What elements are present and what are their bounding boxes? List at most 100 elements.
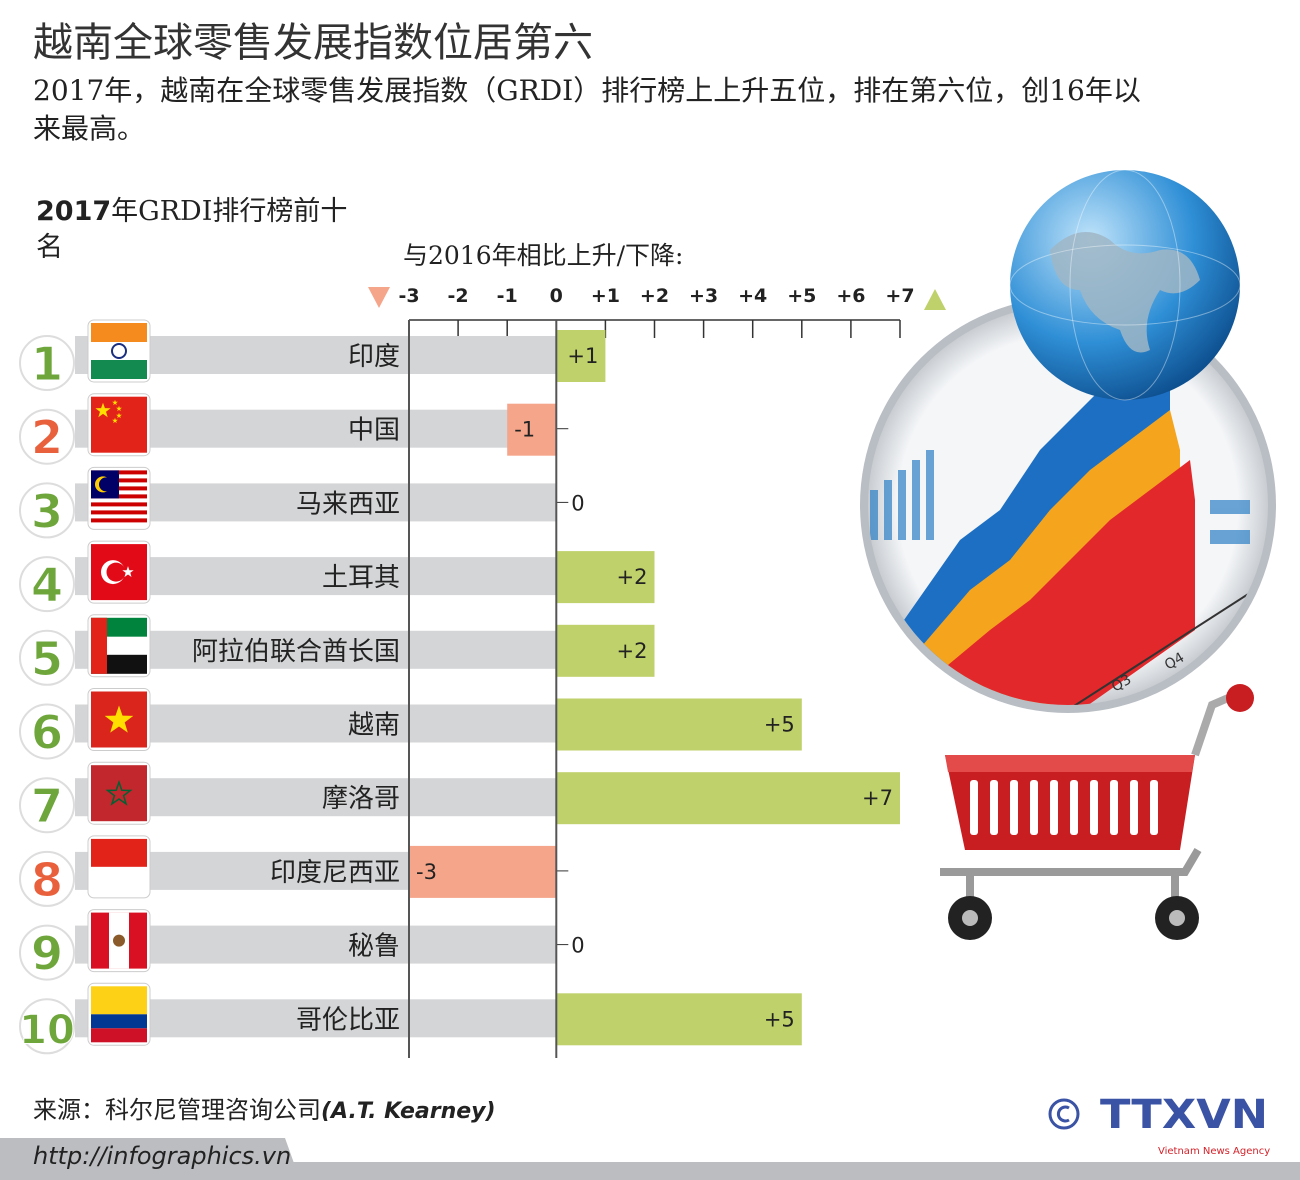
country-label: 越南 xyxy=(348,711,400,741)
rank-badge xyxy=(19,556,75,613)
page-title: 越南全球零售发展指数位居第六 xyxy=(33,20,593,66)
tick-label: -3 xyxy=(398,285,419,307)
rank-number: 4 xyxy=(31,558,63,612)
rank-number: 3 xyxy=(31,484,63,538)
change-label: +5 xyxy=(764,713,795,737)
source-label: 来源：科尔尼管理咨询公司 xyxy=(33,1096,321,1124)
change-bar xyxy=(507,403,557,456)
change-label: +2 xyxy=(617,639,648,663)
ranking-row: 5 阿拉伯联合酋长国 +2 xyxy=(19,614,655,686)
row-track xyxy=(75,925,557,964)
peru-flag-icon xyxy=(87,909,151,973)
change-label: +7 xyxy=(862,786,893,810)
footer-tab xyxy=(0,1138,300,1180)
rank-badge xyxy=(19,777,75,834)
rank-badge xyxy=(19,482,75,539)
ranking-row: 3 马来西亚 0 xyxy=(19,466,585,539)
ranking-title-year: 2017 xyxy=(36,196,112,227)
ranking-title-text: 年GRDI排行榜前十名 xyxy=(36,196,348,263)
turkey-flag-icon xyxy=(87,540,151,604)
change-label: 0 xyxy=(571,491,584,515)
row-track xyxy=(75,778,557,817)
change-label: +5 xyxy=(764,1007,795,1031)
svg-text:TTXVN: TTXVN xyxy=(1100,1092,1268,1138)
ranking-row: 7 摩洛哥 +7 xyxy=(19,761,900,834)
tick-label: -1 xyxy=(497,285,518,307)
ranking-row: 1 印度 +1 xyxy=(19,319,606,392)
morocco-flag-icon xyxy=(87,761,151,825)
ranking-row: 10 哥伦比亚 +5 xyxy=(19,982,802,1055)
svg-text:Q2: Q2 xyxy=(1034,710,1059,734)
change-bar xyxy=(556,698,802,751)
change-bar xyxy=(556,330,606,382)
uae-flag-icon xyxy=(87,614,151,678)
vietnam-flag-icon xyxy=(87,688,151,751)
ranking-row: 8 印度尼西亚 -3 xyxy=(19,835,569,907)
tick-label: 0 xyxy=(550,285,563,307)
country-label: 哥伦比亚 xyxy=(296,1005,400,1035)
ttxvn-logo: TTXVN Vietnam News Agency xyxy=(1048,1092,1270,1157)
rank-badge xyxy=(19,408,75,465)
change-bar xyxy=(556,551,655,604)
retail-illustration: Q2 Q3 Q4 xyxy=(860,169,1276,940)
rank-badge xyxy=(19,629,75,686)
country-label: 阿拉伯联合酋长国 xyxy=(192,637,400,667)
source-name: (A.T. Kearney) xyxy=(321,1099,496,1124)
rank-badge xyxy=(19,998,75,1055)
up-triangle-icon xyxy=(924,289,946,310)
rank-badge xyxy=(19,335,75,391)
tick-label: +6 xyxy=(836,285,865,307)
tick-label: +5 xyxy=(787,285,816,307)
change-label: -3 xyxy=(416,860,437,884)
country-label: 印度尼西亚 xyxy=(270,858,400,888)
ranking-chart: -3 -2 -1 0 +1 +2 +3 +4 +5 +6 +7 1 印度 +1 2 中国 -1 3 马来西亚 0 4 土耳… xyxy=(19,285,946,1058)
rank-number: 2 xyxy=(31,411,63,465)
rank-number: 6 xyxy=(31,706,63,760)
tick-label: +2 xyxy=(640,285,669,307)
change-bar xyxy=(556,772,900,825)
row-track xyxy=(75,409,557,448)
globe-icon xyxy=(1009,169,1241,401)
tick-label: -2 xyxy=(448,285,469,307)
rank-number: 10 xyxy=(19,1007,75,1053)
indonesia-flag-icon xyxy=(87,835,151,899)
shopping-cart-icon xyxy=(940,684,1254,940)
country-label: 马来西亚 xyxy=(296,489,400,519)
tick-label: +4 xyxy=(738,285,767,307)
malaysia-flag-icon xyxy=(87,466,151,530)
ranking-title: 2017年GRDI排行榜前十名 xyxy=(36,194,356,266)
down-triangle-icon xyxy=(368,287,390,308)
change-label: +1 xyxy=(567,344,598,368)
country-label: 摩洛哥 xyxy=(322,784,400,814)
source-note: 来源：科尔尼管理咨询公司(A.T. Kearney) xyxy=(33,1090,496,1125)
row-track xyxy=(75,704,557,743)
ranking-row: 2 中国 -1 xyxy=(19,393,569,465)
change-label: +2 xyxy=(617,565,648,589)
footer-bar xyxy=(0,1162,1300,1180)
row-track xyxy=(75,557,557,596)
rank-badge xyxy=(19,850,75,907)
change-bar xyxy=(556,993,802,1046)
change-bar xyxy=(409,845,557,898)
rank-badge xyxy=(19,924,75,981)
change-label: -1 xyxy=(514,418,535,442)
rank-number: 5 xyxy=(31,632,63,686)
change-label: 0 xyxy=(571,934,584,958)
rank-number: 9 xyxy=(31,927,63,981)
rank-number: 7 xyxy=(31,779,63,833)
axis-title: 与2016年相比上升/下降: xyxy=(403,241,684,270)
copyright-icon xyxy=(1048,1098,1080,1130)
row-track xyxy=(75,336,557,374)
ranking-row: 6 越南 +5 xyxy=(19,688,802,760)
country-label: 秘鲁 xyxy=(348,932,400,962)
country-label: 印度 xyxy=(348,342,400,372)
svg-text:Vietnam News Agency: Vietnam News Agency xyxy=(1158,1146,1270,1157)
rank-badge xyxy=(19,703,75,760)
row-track xyxy=(75,999,557,1038)
tick-label: +7 xyxy=(885,285,914,307)
rank-number: 8 xyxy=(31,853,63,907)
website-link[interactable]: http://infographics.vn xyxy=(33,1142,292,1170)
change-bar xyxy=(556,624,655,677)
ranking-row: 4 土耳其 +2 xyxy=(19,540,655,613)
tick-label: +1 xyxy=(591,285,620,307)
